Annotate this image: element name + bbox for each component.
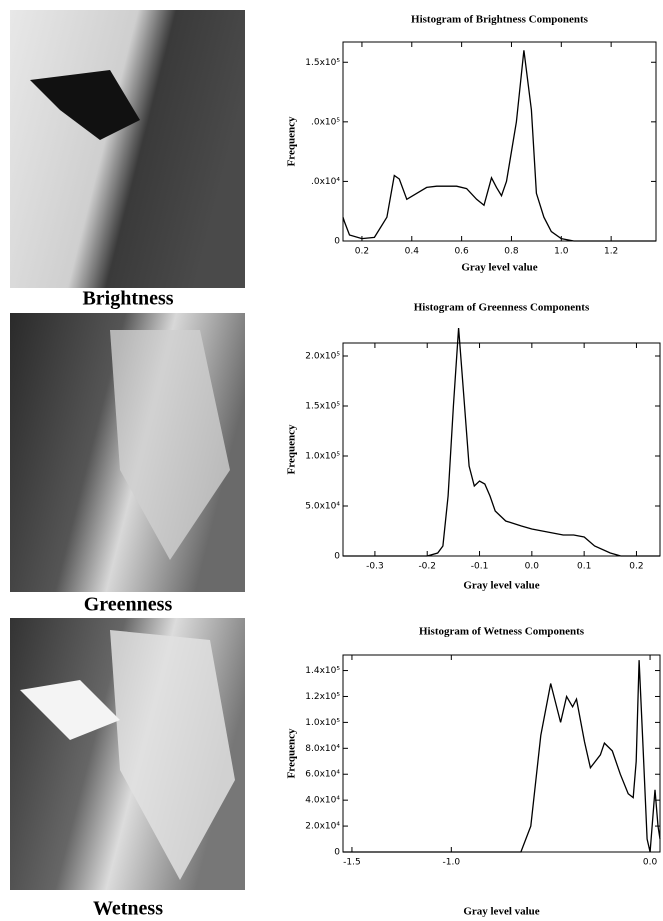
y-axis-label: Frequency — [286, 728, 298, 778]
y-tick-label: 1.5x10⁵ — [305, 58, 340, 68]
chart-title: Histogram of Greenness Components — [414, 302, 590, 314]
y-tick-label: 1.5x10⁵ — [305, 402, 340, 412]
x-tick-label: 0.0 — [525, 562, 540, 572]
x-tick-label: -1.0 — [443, 858, 461, 868]
x-axis-label: Gray level value — [461, 262, 537, 274]
x-tick-label: -1.5 — [343, 858, 361, 868]
x-tick-label: 1.2 — [604, 247, 618, 257]
y-axis-label: Frequency — [286, 116, 298, 166]
x-tick-label: -0.1 — [471, 562, 489, 572]
y-tick-label: .0x10⁵ — [311, 117, 340, 127]
x-tick-label: 0.4 — [405, 247, 420, 257]
y-tick-label: .0x10⁴ — [311, 177, 340, 187]
x-tick-label: 0.1 — [577, 562, 591, 572]
image-caption: Brightness — [82, 288, 173, 310]
chart-title: Histogram of Brightness Components — [411, 14, 589, 26]
x-tick-label: 0.8 — [504, 247, 519, 257]
image-caption: Wetness — [93, 898, 163, 920]
histogram-line — [343, 660, 660, 852]
y-axis-label: Frequency — [286, 424, 298, 474]
brightness-image — [10, 10, 245, 288]
plot-frame — [343, 343, 660, 556]
plot-frame — [343, 42, 656, 241]
x-tick-label: 0.2 — [355, 247, 369, 257]
histogram-line — [343, 328, 660, 556]
x-tick-label: 1.0 — [554, 247, 569, 257]
x-tick-label: -0.3 — [366, 562, 384, 572]
y-tick-label: 8.0x10⁴ — [305, 744, 340, 754]
chart-title: Histogram of Wetness Components — [419, 626, 585, 638]
y-tick-label: 1.4x10⁵ — [305, 666, 340, 676]
x-tick-label: 0.6 — [454, 247, 469, 257]
x-tick-label: -0.2 — [418, 562, 436, 572]
y-tick-label: 6.0x10⁴ — [305, 770, 340, 780]
y-tick-label: 2.0x10⁴ — [305, 822, 340, 832]
y-tick-label: 0 — [334, 552, 340, 562]
histogram-line — [343, 50, 656, 241]
x-tick-label: 0.0 — [643, 858, 658, 868]
plot-frame — [343, 655, 660, 852]
image-caption: Greenness — [84, 594, 173, 616]
y-tick-label: 5.0x10⁴ — [305, 502, 340, 512]
figure: Brightness Greenness Wetness Histogram o… — [0, 0, 663, 921]
y-tick-label: 4.0x10⁴ — [305, 796, 340, 806]
y-tick-label: 1.0x10⁵ — [305, 718, 340, 728]
y-tick-label: 0 — [334, 848, 340, 858]
y-tick-label: 1.0x10⁵ — [305, 452, 340, 462]
y-tick-label: 1.2x10⁵ — [305, 692, 340, 702]
y-tick-label: 0 — [334, 237, 340, 247]
x-tick-label: 0.2 — [629, 562, 643, 572]
y-tick-label: 2.0x10⁵ — [305, 352, 340, 362]
x-axis-label: Gray level value — [463, 906, 539, 918]
x-axis-label: Gray level value — [463, 580, 539, 592]
